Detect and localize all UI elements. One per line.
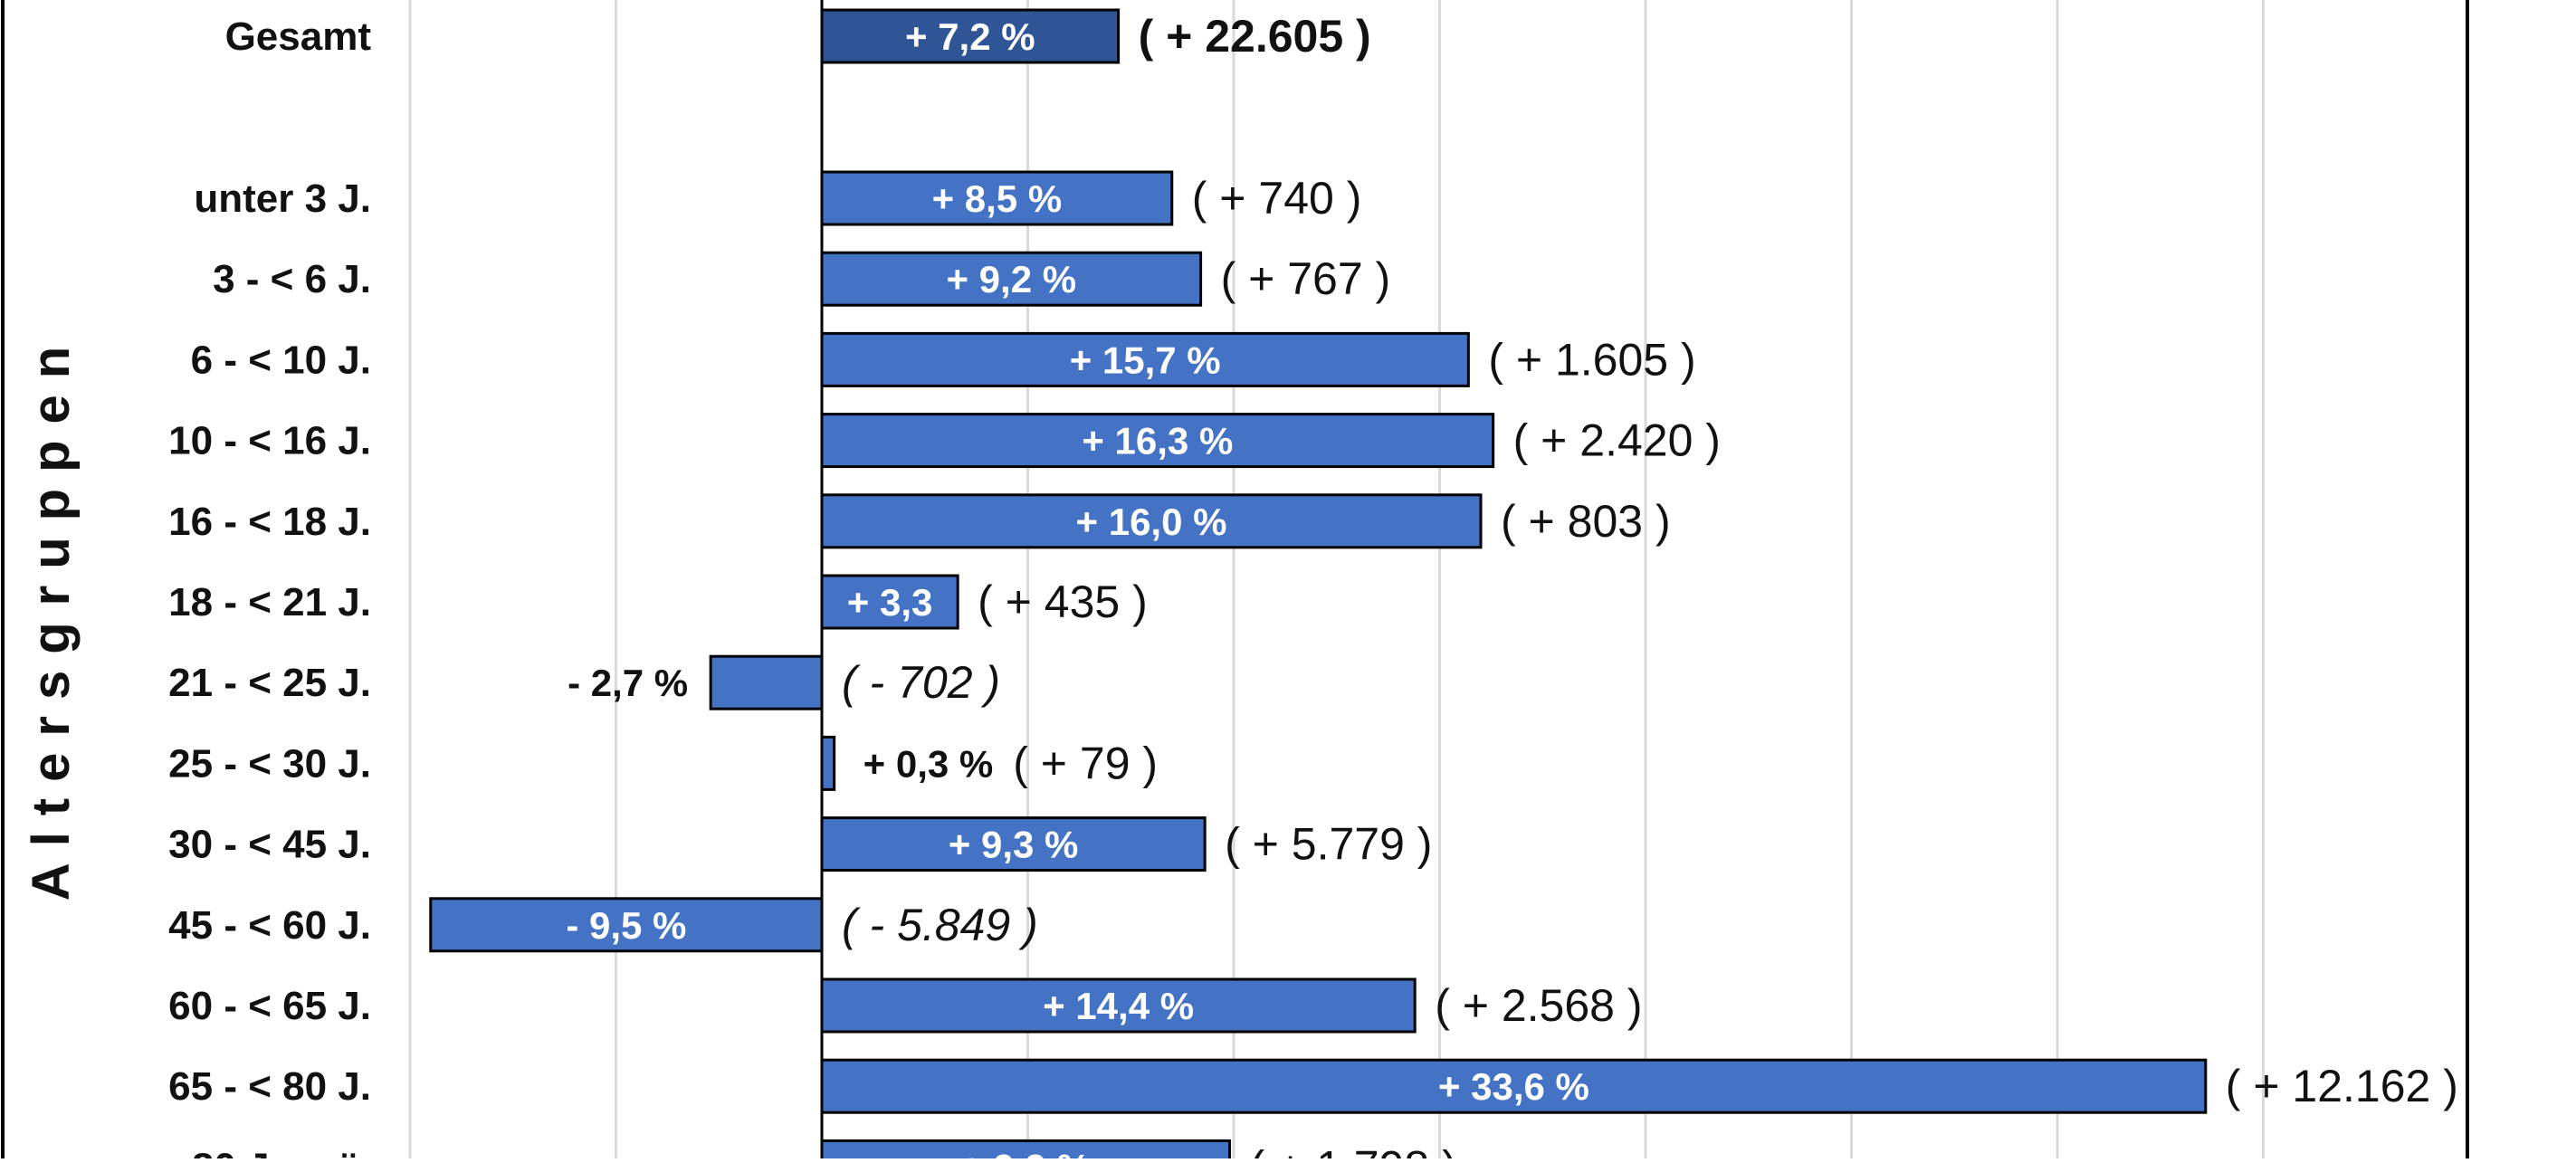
bar bbox=[820, 735, 836, 791]
bar bbox=[820, 816, 1207, 872]
absolute-change-label: ( + 79 ) bbox=[1013, 738, 1158, 788]
absolute-change-label: ( + 2.568 ) bbox=[1435, 980, 1642, 1031]
percent-label: + 16,0 % bbox=[1076, 500, 1227, 543]
category-label: 45 - < 60 J. bbox=[168, 903, 371, 948]
category-label: 30 - < 45 J. bbox=[168, 823, 371, 867]
category-label: 80 J. u. ä. bbox=[192, 1145, 371, 1158]
bar bbox=[820, 331, 1470, 387]
percent-label: - 2,7 % bbox=[568, 662, 688, 704]
percent-label: + 8,5 % bbox=[932, 177, 1063, 220]
bar bbox=[820, 413, 1495, 469]
bar bbox=[820, 977, 1417, 1034]
percent-label: + 16,3 % bbox=[1082, 420, 1233, 462]
percent-label: + 9,3 % bbox=[949, 824, 1079, 866]
absolute-change-label: ( + 803 ) bbox=[1501, 496, 1671, 547]
category-label: 3 - < 6 J. bbox=[213, 257, 371, 301]
category-label: 60 - < 65 J. bbox=[168, 984, 371, 1028]
percent-label: + 9,2 % bbox=[946, 258, 1076, 300]
bar bbox=[820, 493, 1483, 549]
absolute-change-label: ( - 702 ) bbox=[842, 657, 1000, 708]
category-label: 25 - < 30 J. bbox=[168, 741, 371, 786]
percent-label: + 14,4 % bbox=[1043, 985, 1194, 1027]
absolute-change-label: ( + 740 ) bbox=[1192, 173, 1362, 224]
percent-label: + 33,6 % bbox=[1438, 1065, 1589, 1108]
bar bbox=[429, 897, 824, 953]
chart-border bbox=[1, 0, 2469, 1163]
absolute-change-label: ( + 22.605 ) bbox=[1139, 11, 1371, 62]
absolute-change-label: ( + 2.420 ) bbox=[1513, 415, 1721, 466]
category-label: 21 - < 25 J. bbox=[168, 661, 371, 705]
category-label: 18 - < 21 J. bbox=[168, 580, 371, 624]
absolute-change-label: ( + 1.798 ) bbox=[1249, 1141, 1456, 1158]
percent-label: + 0,3 % bbox=[863, 742, 994, 785]
bar bbox=[820, 574, 959, 630]
y-axis-title: Altersgruppen bbox=[22, 330, 81, 901]
absolute-change-label: ( + 435 ) bbox=[978, 577, 1148, 627]
bar bbox=[820, 251, 1203, 307]
category-label: 10 - < 16 J. bbox=[168, 419, 371, 463]
percent-label: + 9,9 % bbox=[960, 1146, 1091, 1158]
absolute-change-label: ( + 767 ) bbox=[1221, 253, 1391, 304]
absolute-change-label: ( + 1.605 ) bbox=[1488, 334, 1695, 385]
percent-label: + 3,3 bbox=[847, 581, 933, 624]
percent-label: - 9,5 % bbox=[566, 904, 686, 947]
category-label: unter 3 J. bbox=[194, 176, 371, 221]
category-label: Gesamt bbox=[225, 14, 372, 59]
category-label: 65 - < 80 J. bbox=[168, 1064, 371, 1109]
absolute-change-label: ( - 5.849 ) bbox=[842, 900, 1038, 950]
percent-label: + 7,2 % bbox=[905, 15, 1035, 58]
bar bbox=[820, 1058, 2208, 1114]
absolute-change-label: ( + 5.779 ) bbox=[1225, 819, 1432, 870]
percent-label: + 15,7 % bbox=[1070, 338, 1221, 381]
bar bbox=[709, 654, 824, 710]
category-label: 16 - < 18 J. bbox=[168, 500, 371, 544]
category-label: 6 - < 10 J. bbox=[191, 338, 371, 382]
absolute-change-label: ( + 12.162 ) bbox=[2226, 1061, 2458, 1111]
